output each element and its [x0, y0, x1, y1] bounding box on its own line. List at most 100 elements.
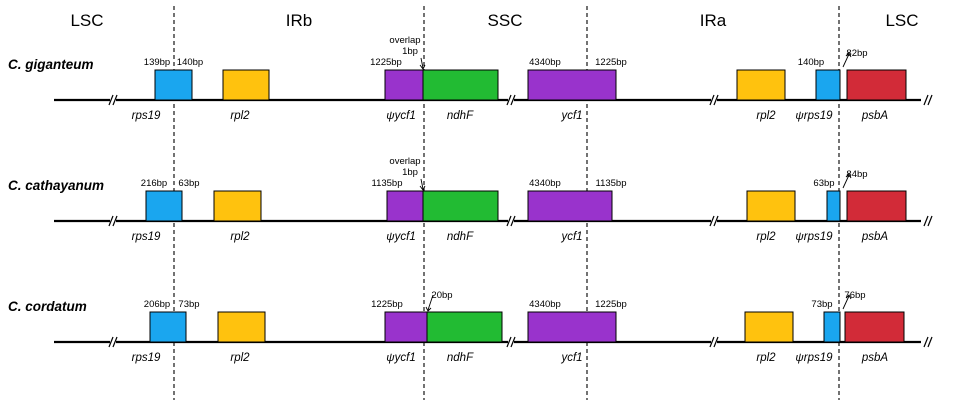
break-mark-1-a: [506, 336, 512, 348]
gene-box-ndhF: [422, 190, 499, 222]
gene-label-ndhF: ndhF: [447, 231, 474, 243]
bp-label-rps19-right: 140bp: [177, 57, 203, 68]
bp-label-rps19-right: 73bp: [178, 299, 199, 310]
gene-label-psbA: psbA: [861, 110, 889, 122]
overlap-arrowhead: [419, 185, 426, 191]
bp-label-ycf1-ssc: 4340bp: [529, 57, 561, 68]
gene-box-rps19: [145, 190, 183, 222]
bp-label-rps19-left: 206bp: [144, 299, 170, 310]
gene-box-psi-ycf1: [384, 69, 424, 101]
gene-label-ndhF: ndhF: [447, 110, 474, 122]
break-mark-2-a: [709, 215, 715, 227]
gene-box-ycf1: [527, 69, 617, 101]
overlap-arrow: [427, 294, 434, 311]
bp-label-psi-rps19: 73bp: [811, 299, 832, 310]
psbA-gap-arrow: [842, 53, 850, 68]
gene-label-psi-rps19: ψrps19: [795, 231, 833, 243]
gene-label-ycf1: ycf1: [560, 110, 582, 122]
bp-label-rps19-right: 63bp: [178, 178, 199, 189]
break-mark-2-b: [713, 336, 719, 348]
break-mark-0-a: [108, 336, 114, 348]
overlap-label-value: 20bp: [431, 290, 452, 301]
gene-label-ycf1: ycf1: [560, 231, 582, 243]
break-gap-2: [711, 97, 717, 103]
bp-label-psbA-gap: 76bp: [844, 290, 865, 301]
overlap-label-word: overlap: [389, 35, 420, 46]
gene-label-rps19: rps19: [132, 231, 161, 243]
overlap-arrow: [420, 57, 424, 69]
gene-label-psi-rps19: ψrps19: [795, 352, 833, 364]
break-mark-2-a: [709, 336, 715, 348]
gene-label-ndhF: ndhF: [447, 352, 474, 364]
gene-box-psbA: [844, 311, 905, 343]
break-mark-2-b: [713, 94, 719, 106]
gene-label-ycf1: ycf1: [560, 352, 582, 364]
gene-box-rps19: [149, 311, 187, 343]
break-mark-1-b: [510, 336, 516, 348]
bp-label-ycf1-ssc: 4340bp: [529, 178, 561, 189]
bp-label-rps19-left: 216bp: [141, 178, 167, 189]
gene-box-ndhF: [422, 69, 499, 101]
break-mark-3-b: [927, 215, 933, 227]
break-mark-3-a: [923, 215, 929, 227]
gene-box-ycf1: [527, 190, 613, 222]
gene-label-rpl2-ira: rpl2: [756, 352, 776, 364]
gene-label-psi-rps19: ψrps19: [795, 110, 833, 122]
break-gap-1: [508, 218, 514, 224]
psbA-gap-arrowhead: [845, 173, 852, 179]
break-mark-0-b: [112, 215, 118, 227]
bp-label-psi-ycf1: 1135bp: [372, 178, 403, 189]
overlap-label-value: 1bp: [402, 46, 418, 57]
region-label-ssc: SSC: [488, 11, 523, 30]
bp-label-rps19-left: 139bp: [144, 57, 170, 68]
bp-label-ycf1-ira: 1225bp: [595, 57, 627, 68]
gene-label-psbA: psbA: [861, 352, 889, 364]
species-label: C. cordatum: [8, 299, 87, 314]
gene-label-psbA: psbA: [861, 231, 889, 243]
gene-label-rps19: rps19: [132, 352, 161, 364]
break-gap-1: [508, 97, 514, 103]
bp-label-ycf1-ira: 1135bp: [596, 178, 627, 189]
gene-box-rpl2-ira: [736, 69, 786, 101]
gene-label-psi-ycf1: ψycf1: [386, 110, 415, 122]
psbA-gap-arrow: [842, 174, 850, 189]
break-gap-0: [110, 218, 116, 224]
region-label-irb: IRb: [286, 11, 312, 30]
gene-box-rpl2: [217, 311, 266, 343]
overlap-label-word: overlap: [389, 156, 420, 167]
break-mark-1-a: [506, 215, 512, 227]
break-mark-1-b: [510, 94, 516, 106]
region-label-ira: IRa: [700, 11, 727, 30]
break-mark-0-b: [112, 336, 118, 348]
bp-label-ycf1-ira: 1225bp: [595, 299, 627, 310]
gene-box-psi-rps19: [826, 190, 841, 222]
gene-box-psi-ycf1: [384, 311, 428, 343]
break-gap-2: [711, 218, 717, 224]
break-mark-1-b: [510, 215, 516, 227]
gene-label-rpl2-ira: rpl2: [756, 231, 776, 243]
gene-label-rpl2: rpl2: [230, 352, 250, 364]
gene-box-rps19: [154, 69, 193, 101]
gene-box-ndhF: [426, 311, 503, 343]
gene-box-rpl2: [222, 69, 270, 101]
break-gap-3: [925, 218, 931, 224]
gene-label-rpl2: rpl2: [230, 231, 250, 243]
break-mark-1-a: [506, 94, 512, 106]
bp-label-psbA-gap: 82bp: [846, 48, 867, 59]
gene-label-rpl2: rpl2: [230, 110, 250, 122]
bp-label-ycf1-ssc: 4340bp: [529, 299, 561, 310]
bp-label-psi-rps19: 63bp: [813, 178, 834, 189]
psbA-gap-arrowhead: [845, 52, 852, 58]
gene-label-psi-ycf1: ψycf1: [386, 231, 415, 243]
break-gap-0: [110, 339, 116, 345]
psbA-gap-arrow: [842, 295, 850, 310]
species-label: C. giganteum: [8, 57, 94, 72]
bp-label-psi-ycf1: 1225bp: [370, 57, 402, 68]
psbA-gap-arrowhead: [845, 294, 852, 300]
break-mark-3-b: [927, 94, 933, 106]
bp-label-psi-ycf1: 1225bp: [371, 299, 403, 310]
gene-box-psbA: [846, 69, 907, 101]
gene-label-psi-ycf1: ψycf1: [386, 352, 415, 364]
